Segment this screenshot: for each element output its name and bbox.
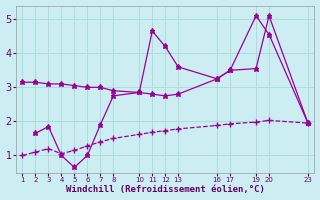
X-axis label: Windchill (Refroidissement éolien,°C): Windchill (Refroidissement éolien,°C) [66,185,265,194]
